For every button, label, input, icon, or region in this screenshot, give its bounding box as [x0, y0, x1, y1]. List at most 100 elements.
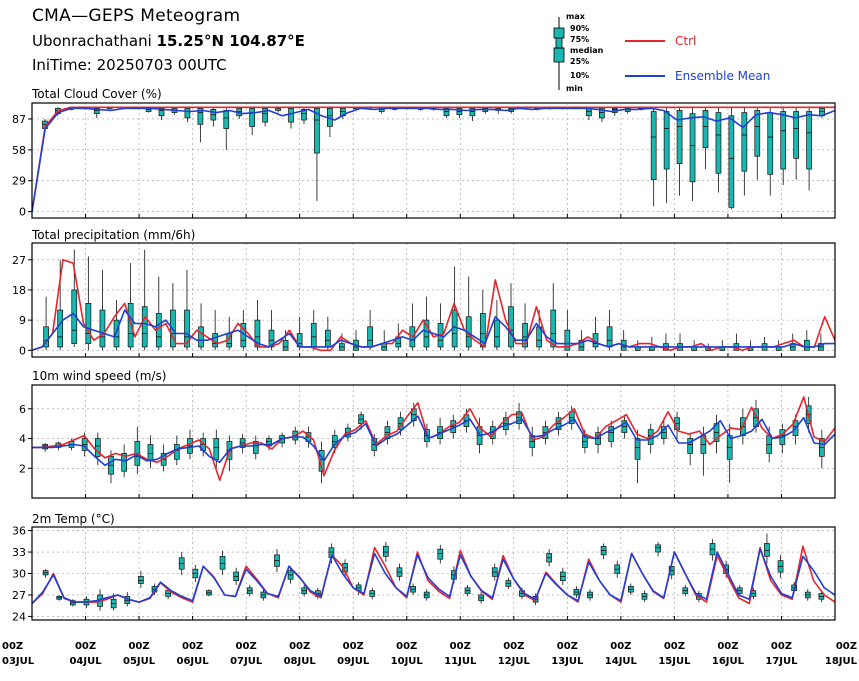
temp-box: [369, 587, 376, 600]
temp-box: [627, 583, 634, 595]
precip-box: [761, 336, 768, 351]
temp-box: [206, 589, 212, 597]
wind-box: [634, 429, 641, 484]
cloud-box-body: [262, 107, 268, 123]
temp-box: [682, 584, 689, 597]
xtick-label-hour: 00Z: [236, 641, 257, 652]
wind-ensemble-mean-line: [32, 415, 836, 467]
wind-box: [779, 423, 786, 454]
wind-box: [608, 420, 615, 448]
cloud-ytick-label: 0: [19, 206, 26, 219]
xtick-label-hour: 00Z: [771, 641, 792, 652]
xtick-label-hour: 00Z: [557, 641, 578, 652]
temp-box: [301, 584, 308, 597]
temp-box: [777, 554, 784, 578]
cloud-box-body: [676, 110, 683, 165]
temp-frame: [31, 526, 836, 621]
cloud-box-body: [806, 111, 812, 170]
precip-box: [494, 300, 500, 351]
cloud-box: [210, 107, 217, 127]
legend: max 90% 75% median 25% 10% min Ctrl Ense…: [553, 12, 770, 93]
xtick-label-date: 18JUL: [825, 656, 858, 667]
wind-box: [147, 435, 154, 469]
legend-label-p10: 10%: [570, 71, 589, 80]
precip-box: [184, 269, 190, 351]
legend-label-p25: 25%: [570, 57, 589, 66]
wind-box: [516, 402, 522, 430]
wind-box: [226, 435, 233, 472]
temp-box: [383, 542, 389, 563]
precip-box-body: [184, 309, 190, 348]
precip-box: [254, 300, 261, 351]
wind-ytick-label: 6: [19, 403, 26, 416]
wind-box: [595, 426, 601, 454]
precip-box: [268, 310, 275, 351]
wind-box-body: [687, 438, 694, 454]
precip-box-body: [268, 329, 275, 348]
temp-box: [546, 549, 553, 567]
temp-box: [641, 590, 648, 603]
temp-box: [491, 563, 498, 581]
temp-ytick-label: 27: [12, 589, 26, 602]
precip-box: [522, 303, 528, 351]
temp-box: [600, 543, 607, 560]
legend-ctrl-label: Ctrl: [675, 34, 696, 48]
xtick-label-hour: 00Z: [610, 641, 631, 652]
temp-box: [410, 583, 416, 595]
cloud-box: [650, 107, 657, 207]
location-line: Ubonrachathani 15.25°N 104.87°E: [32, 32, 305, 50]
precip-box-body: [254, 319, 261, 348]
precip-box: [85, 256, 92, 351]
precip-ctrl-line: [31, 258, 836, 352]
cloud-box: [327, 107, 333, 138]
legend-label-max: max: [566, 12, 586, 21]
temp-box: [709, 539, 716, 561]
precip-box: [367, 310, 373, 351]
cloud-box-body: [93, 107, 100, 114]
xtick-label-hour: 00Z: [503, 641, 524, 652]
xtick-label-date: 12JUL: [498, 656, 531, 667]
cloud-box-body: [158, 107, 165, 117]
wind-panel-title: 10m wind speed (m/s): [32, 369, 166, 383]
temp-box: [178, 552, 185, 575]
cloud-box: [689, 107, 696, 201]
wind-box: [134, 426, 141, 475]
temp-box: [260, 589, 267, 601]
init-time: IniTime: 20250703 00UTC: [32, 56, 227, 74]
precip-box: [339, 333, 345, 351]
precip-box: [141, 249, 148, 351]
temp-box: [655, 542, 661, 557]
legend-box-upper: [553, 27, 565, 39]
cloud-box: [728, 107, 735, 210]
precip-box: [353, 330, 359, 351]
temp-ytick-label: 36: [12, 525, 26, 538]
precip-box-body: [550, 309, 557, 348]
xtick-label-date: 07JUL: [230, 656, 263, 667]
cloud-box: [469, 107, 476, 122]
location-coords: 15.25°N 104.87°E: [156, 32, 305, 50]
cloud-frame: [31, 102, 836, 219]
xtick-label-hour: 00Z: [343, 641, 364, 652]
precip-ytick-label: 0: [19, 344, 26, 357]
precip-box: [155, 276, 162, 351]
temp-box-body: [219, 555, 226, 570]
precip-box: [324, 316, 331, 351]
temp-box: [219, 550, 226, 575]
temp-box: [587, 589, 593, 601]
temp-box: [42, 569, 49, 578]
wind-box-body: [608, 426, 615, 442]
wind-ytick-label: 4: [19, 433, 26, 446]
cloud-box: [806, 107, 812, 191]
wind-box-body: [121, 453, 127, 472]
precip-ytick-label: 9: [19, 314, 26, 327]
legend-label-min: min: [566, 84, 583, 93]
cloud-ytick-label: 58: [12, 144, 26, 157]
xtick-label-date: 17JUL: [765, 656, 798, 667]
precip-box-body: [522, 323, 528, 348]
temp-box: [56, 594, 63, 601]
precip-box: [71, 249, 78, 347]
cloud-box-body: [780, 111, 787, 170]
precip-panel: Total precipitation (mm/6h) 0 9 18 27: [12, 228, 836, 358]
temp-ytick-label: 33: [12, 546, 26, 559]
cloud-box-body: [184, 107, 191, 119]
